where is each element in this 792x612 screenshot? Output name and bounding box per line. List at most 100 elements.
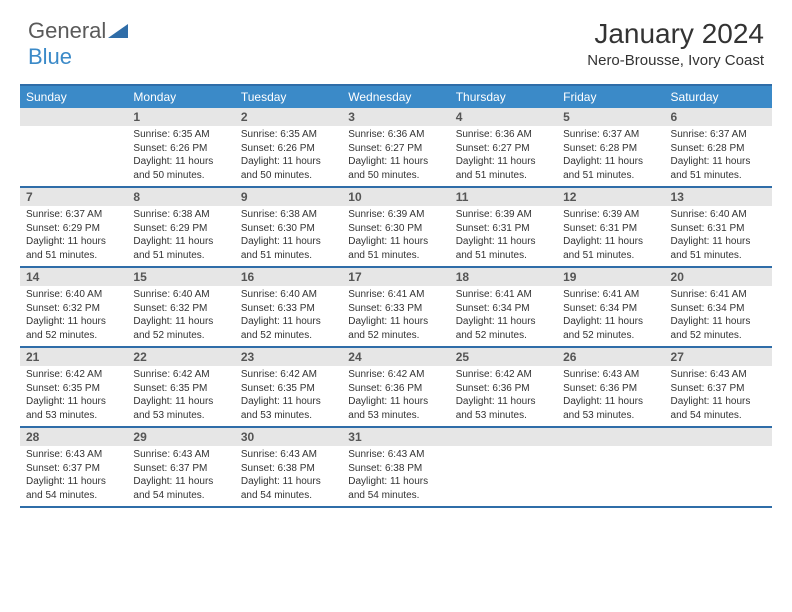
day-line: Daylight: 11 hours [241, 155, 336, 169]
day-line: and 54 minutes. [241, 489, 336, 503]
weekday-header: Monday [127, 86, 234, 108]
day-line: and 54 minutes. [671, 409, 766, 423]
day-cell: 30Sunrise: 6:43 AMSunset: 6:38 PMDayligh… [235, 428, 342, 506]
day-line: Sunset: 6:31 PM [671, 222, 766, 236]
day-line: Sunset: 6:26 PM [241, 142, 336, 156]
day-body: Sunrise: 6:41 AMSunset: 6:34 PMDaylight:… [450, 286, 557, 346]
day-number: 2 [235, 108, 342, 126]
day-number: 11 [450, 188, 557, 206]
week-row: 14Sunrise: 6:40 AMSunset: 6:32 PMDayligh… [20, 268, 772, 348]
day-line: and 52 minutes. [456, 329, 551, 343]
logo-general: General [28, 18, 106, 43]
day-line: Sunset: 6:31 PM [563, 222, 658, 236]
day-line: Sunset: 6:29 PM [133, 222, 228, 236]
day-line: Daylight: 11 hours [133, 315, 228, 329]
day-body: Sunrise: 6:43 AMSunset: 6:37 PMDaylight:… [20, 446, 127, 506]
day-line: and 50 minutes. [348, 169, 443, 183]
day-line: and 53 minutes. [26, 409, 121, 423]
day-line: Daylight: 11 hours [563, 235, 658, 249]
day-line: Sunrise: 6:43 AM [26, 448, 121, 462]
day-line: Sunset: 6:36 PM [456, 382, 551, 396]
day-body: Sunrise: 6:40 AMSunset: 6:33 PMDaylight:… [235, 286, 342, 346]
day-cell: 9Sunrise: 6:38 AMSunset: 6:30 PMDaylight… [235, 188, 342, 266]
day-line: Sunrise: 6:42 AM [456, 368, 551, 382]
calendar: SundayMondayTuesdayWednesdayThursdayFrid… [20, 84, 772, 508]
day-number: 5 [557, 108, 664, 126]
day-number: 8 [127, 188, 234, 206]
header: General Blue January 2024 Nero-Brousse, … [0, 0, 792, 78]
day-cell: 2Sunrise: 6:35 AMSunset: 6:26 PMDaylight… [235, 108, 342, 186]
day-line: and 51 minutes. [671, 169, 766, 183]
day-line: Sunset: 6:30 PM [348, 222, 443, 236]
day-body: Sunrise: 6:41 AMSunset: 6:34 PMDaylight:… [665, 286, 772, 346]
day-cell: 7Sunrise: 6:37 AMSunset: 6:29 PMDaylight… [20, 188, 127, 266]
day-line: Sunset: 6:36 PM [563, 382, 658, 396]
day-cell: 31Sunrise: 6:43 AMSunset: 6:38 PMDayligh… [342, 428, 449, 506]
day-cell [20, 108, 127, 186]
day-line: Daylight: 11 hours [563, 155, 658, 169]
day-line: Sunrise: 6:37 AM [26, 208, 121, 222]
day-body [20, 126, 127, 132]
day-line: and 51 minutes. [671, 249, 766, 263]
day-line: Sunrise: 6:38 AM [133, 208, 228, 222]
day-line: and 51 minutes. [563, 169, 658, 183]
day-line: Daylight: 11 hours [133, 475, 228, 489]
day-number: 25 [450, 348, 557, 366]
day-line: and 53 minutes. [456, 409, 551, 423]
day-line: Sunset: 6:37 PM [26, 462, 121, 476]
day-body: Sunrise: 6:39 AMSunset: 6:31 PMDaylight:… [450, 206, 557, 266]
day-line: Sunset: 6:30 PM [241, 222, 336, 236]
week-row: 1Sunrise: 6:35 AMSunset: 6:26 PMDaylight… [20, 108, 772, 188]
day-line: Sunrise: 6:37 AM [671, 128, 766, 142]
day-cell: 14Sunrise: 6:40 AMSunset: 6:32 PMDayligh… [20, 268, 127, 346]
day-cell: 3Sunrise: 6:36 AMSunset: 6:27 PMDaylight… [342, 108, 449, 186]
day-line: Sunset: 6:37 PM [133, 462, 228, 476]
day-body: Sunrise: 6:42 AMSunset: 6:35 PMDaylight:… [127, 366, 234, 426]
location: Nero-Brousse, Ivory Coast [587, 52, 764, 69]
weeks-container: 1Sunrise: 6:35 AMSunset: 6:26 PMDaylight… [20, 108, 772, 508]
day-line: Sunset: 6:34 PM [563, 302, 658, 316]
day-line: Sunrise: 6:39 AM [563, 208, 658, 222]
day-line: Daylight: 11 hours [133, 155, 228, 169]
day-number: 14 [20, 268, 127, 286]
day-line: Sunrise: 6:43 AM [563, 368, 658, 382]
day-line: Daylight: 11 hours [241, 395, 336, 409]
day-line: Daylight: 11 hours [348, 315, 443, 329]
day-body: Sunrise: 6:39 AMSunset: 6:31 PMDaylight:… [557, 206, 664, 266]
day-body: Sunrise: 6:40 AMSunset: 6:31 PMDaylight:… [665, 206, 772, 266]
logo-triangle-icon [108, 18, 128, 44]
day-line: Daylight: 11 hours [563, 315, 658, 329]
day-line: Daylight: 11 hours [563, 395, 658, 409]
day-cell: 10Sunrise: 6:39 AMSunset: 6:30 PMDayligh… [342, 188, 449, 266]
day-body [557, 446, 664, 452]
day-line: and 50 minutes. [241, 169, 336, 183]
day-line: Sunset: 6:26 PM [133, 142, 228, 156]
day-body: Sunrise: 6:42 AMSunset: 6:35 PMDaylight:… [20, 366, 127, 426]
day-number: 26 [557, 348, 664, 366]
day-line: and 54 minutes. [348, 489, 443, 503]
day-line: Sunrise: 6:43 AM [133, 448, 228, 462]
day-line: Daylight: 11 hours [26, 395, 121, 409]
day-number: 6 [665, 108, 772, 126]
day-body: Sunrise: 6:37 AMSunset: 6:28 PMDaylight:… [557, 126, 664, 186]
day-cell: 27Sunrise: 6:43 AMSunset: 6:37 PMDayligh… [665, 348, 772, 426]
day-number: 4 [450, 108, 557, 126]
day-body: Sunrise: 6:43 AMSunset: 6:37 PMDaylight:… [127, 446, 234, 506]
day-cell: 25Sunrise: 6:42 AMSunset: 6:36 PMDayligh… [450, 348, 557, 426]
day-line: Daylight: 11 hours [671, 395, 766, 409]
day-line: Sunrise: 6:37 AM [563, 128, 658, 142]
day-line: and 52 minutes. [348, 329, 443, 343]
day-number: 1 [127, 108, 234, 126]
day-body: Sunrise: 6:40 AMSunset: 6:32 PMDaylight:… [20, 286, 127, 346]
day-line: and 51 minutes. [133, 249, 228, 263]
day-line: Daylight: 11 hours [456, 315, 551, 329]
day-body: Sunrise: 6:40 AMSunset: 6:32 PMDaylight:… [127, 286, 234, 346]
day-line: Sunrise: 6:43 AM [241, 448, 336, 462]
day-line: and 52 minutes. [133, 329, 228, 343]
day-line: Sunset: 6:27 PM [456, 142, 551, 156]
day-line: and 53 minutes. [241, 409, 336, 423]
day-number [557, 428, 664, 446]
day-line: Sunrise: 6:43 AM [671, 368, 766, 382]
day-cell [450, 428, 557, 506]
day-body: Sunrise: 6:43 AMSunset: 6:38 PMDaylight:… [342, 446, 449, 506]
